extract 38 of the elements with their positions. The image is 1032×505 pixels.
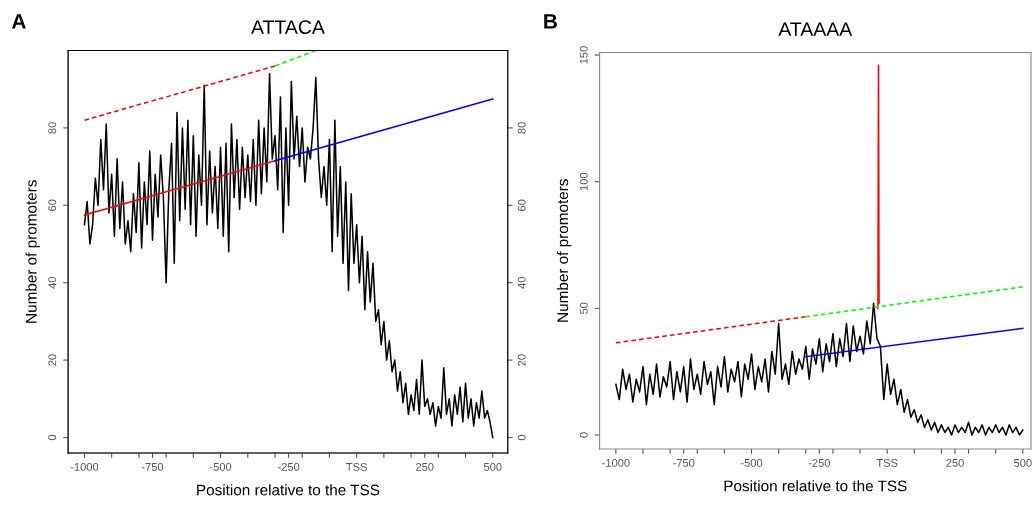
x-tick-label: -750: [141, 463, 164, 471]
y-axis-title: Number of promoters: [556, 179, 572, 322]
y-tick-label: 0: [48, 434, 57, 441]
y2-tick-label: 40: [517, 276, 526, 289]
line-series: [83, 72, 494, 439]
line-series: [615, 302, 1024, 436]
y-tick-label: 40: [48, 276, 57, 289]
x-tick-label: -1000: [70, 463, 99, 471]
y-tick-label: 150: [579, 46, 588, 64]
x-tick-label: 500: [1014, 458, 1032, 467]
y-tick-label: 100: [579, 172, 588, 191]
x-tick-label: 500: [483, 463, 502, 471]
y2-tick-label: 80: [517, 122, 526, 134]
y2-tick-label: 0: [517, 434, 526, 441]
chart-title: ATTACA: [251, 20, 325, 35]
x-tick-label: -750: [673, 458, 695, 467]
text: B: [544, 14, 557, 29]
x-tick-label: -250: [277, 463, 300, 471]
x-tick-label: TSS: [876, 458, 898, 467]
x-tick-label: TSS: [346, 463, 367, 471]
x-tick-label: -500: [209, 463, 232, 471]
y-tick-label: 50: [579, 302, 588, 315]
x-tick-label: -1000: [602, 458, 630, 467]
y-tick-label: 0: [579, 432, 588, 438]
text: A: [11, 14, 26, 29]
y-tick-label: 20: [48, 354, 57, 366]
x-tick-label: 250: [946, 458, 964, 467]
y-axis-title: Number of promoters: [25, 180, 40, 323]
y2-tick-label: 60: [517, 199, 526, 211]
y2-tick-label: 20: [517, 354, 526, 366]
x-axis-title: Position relative to the TSS: [197, 484, 380, 496]
x-axis-title: Position relative to the TSS: [724, 480, 907, 492]
x-tick-label: 250: [416, 463, 434, 471]
y-tick-label: 60: [48, 199, 57, 211]
x-tick-label: -500: [740, 458, 763, 467]
y-tick-label: 80: [48, 122, 57, 134]
chart-title: ATAAAA: [778, 22, 853, 36]
x-tick-label: -250: [808, 458, 831, 467]
